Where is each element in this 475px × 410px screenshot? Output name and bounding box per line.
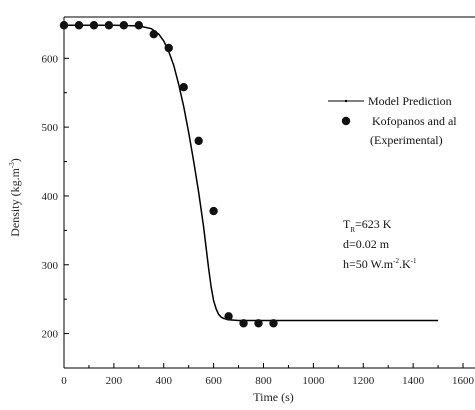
experimental-data-point bbox=[194, 136, 203, 146]
x-tick-label: 800 bbox=[255, 375, 272, 387]
legend-label-experimental-line2: (Experimental) bbox=[370, 133, 443, 147]
y-axis-title: Density (kg.m-3) bbox=[8, 158, 22, 237]
experimental-data-point bbox=[119, 21, 129, 30]
annotation-h-sup1: -2 bbox=[393, 257, 399, 265]
annotation-temperature-rest: =623 K bbox=[355, 217, 392, 231]
experimental-data-point bbox=[89, 21, 99, 30]
experimental-data-point bbox=[149, 30, 158, 39]
y-tick-label: 500 bbox=[42, 122, 59, 134]
experimental-data-point bbox=[134, 21, 144, 30]
x-tick-label: 200 bbox=[106, 375, 123, 387]
legend-scatter-swatch bbox=[341, 116, 351, 126]
annotation-temperature-sub: R bbox=[350, 226, 355, 234]
experimental-data-point bbox=[104, 21, 114, 30]
y-tick-label: 300 bbox=[42, 260, 59, 272]
y-axis-title-main: Density (kg.m bbox=[8, 167, 22, 236]
annotation-h-main: h=50 W.m bbox=[343, 257, 394, 271]
parameter-annotations: TR=623 K d=0.02 m h=50 W.m-2.K-1 bbox=[343, 217, 417, 271]
annotation-h-mid: .K bbox=[399, 257, 411, 271]
experimental-data-point bbox=[254, 319, 263, 328]
experimental-data-point bbox=[179, 83, 188, 92]
x-ticks-group: 0 200 400 600 800 1000 1200 1400 1600 bbox=[61, 363, 475, 387]
axes-group bbox=[63, 16, 475, 369]
x-tick-label: 400 bbox=[156, 375, 173, 387]
experimental-data-point bbox=[74, 21, 84, 30]
legend-label-experimental: Kofopanos and al bbox=[372, 114, 457, 128]
y-tick-label: 200 bbox=[42, 329, 59, 341]
experimental-data-point bbox=[59, 21, 69, 30]
series-layer bbox=[59, 21, 439, 328]
experimental-data-point bbox=[209, 206, 218, 216]
annotation-temperature-main: T bbox=[343, 217, 351, 231]
annotation-h-sup2: -1 bbox=[411, 257, 417, 265]
experimental-data-point bbox=[269, 319, 278, 328]
x-tick-label: 1600 bbox=[452, 375, 475, 387]
annotation-heat-coefficient: h=50 W.m-2.K-1 bbox=[343, 257, 417, 271]
y-axis-title-close: ) bbox=[8, 158, 22, 162]
x-tick-label: 0 bbox=[61, 375, 67, 387]
y-tick-label: 600 bbox=[42, 53, 59, 65]
legend-label-model: Model Prediction bbox=[368, 94, 452, 108]
y-axis-title-sup: -3 bbox=[8, 162, 16, 168]
x-axis-title: Time (s) bbox=[253, 390, 294, 404]
y-ticks-group: 200 300 400 500 600 bbox=[42, 23, 69, 369]
x-tick-label: 600 bbox=[205, 375, 222, 387]
legend-line-swatch-marker bbox=[344, 99, 348, 103]
series-line-model-prediction bbox=[64, 24, 439, 322]
experimental-data-point bbox=[164, 43, 173, 53]
x-tick-label: 1400 bbox=[402, 375, 425, 387]
legend: Model Prediction Kofopanos and al (Exper… bbox=[328, 94, 457, 147]
annotation-diameter: d=0.02 m bbox=[343, 237, 390, 251]
experimental-data-point bbox=[224, 312, 233, 321]
x-tick-label: 1200 bbox=[352, 375, 375, 387]
x-tick-label: 1000 bbox=[302, 375, 325, 387]
annotation-temperature: TR=623 K bbox=[343, 217, 392, 234]
y-tick-label: 400 bbox=[42, 191, 59, 203]
experimental-data-point bbox=[239, 319, 248, 328]
